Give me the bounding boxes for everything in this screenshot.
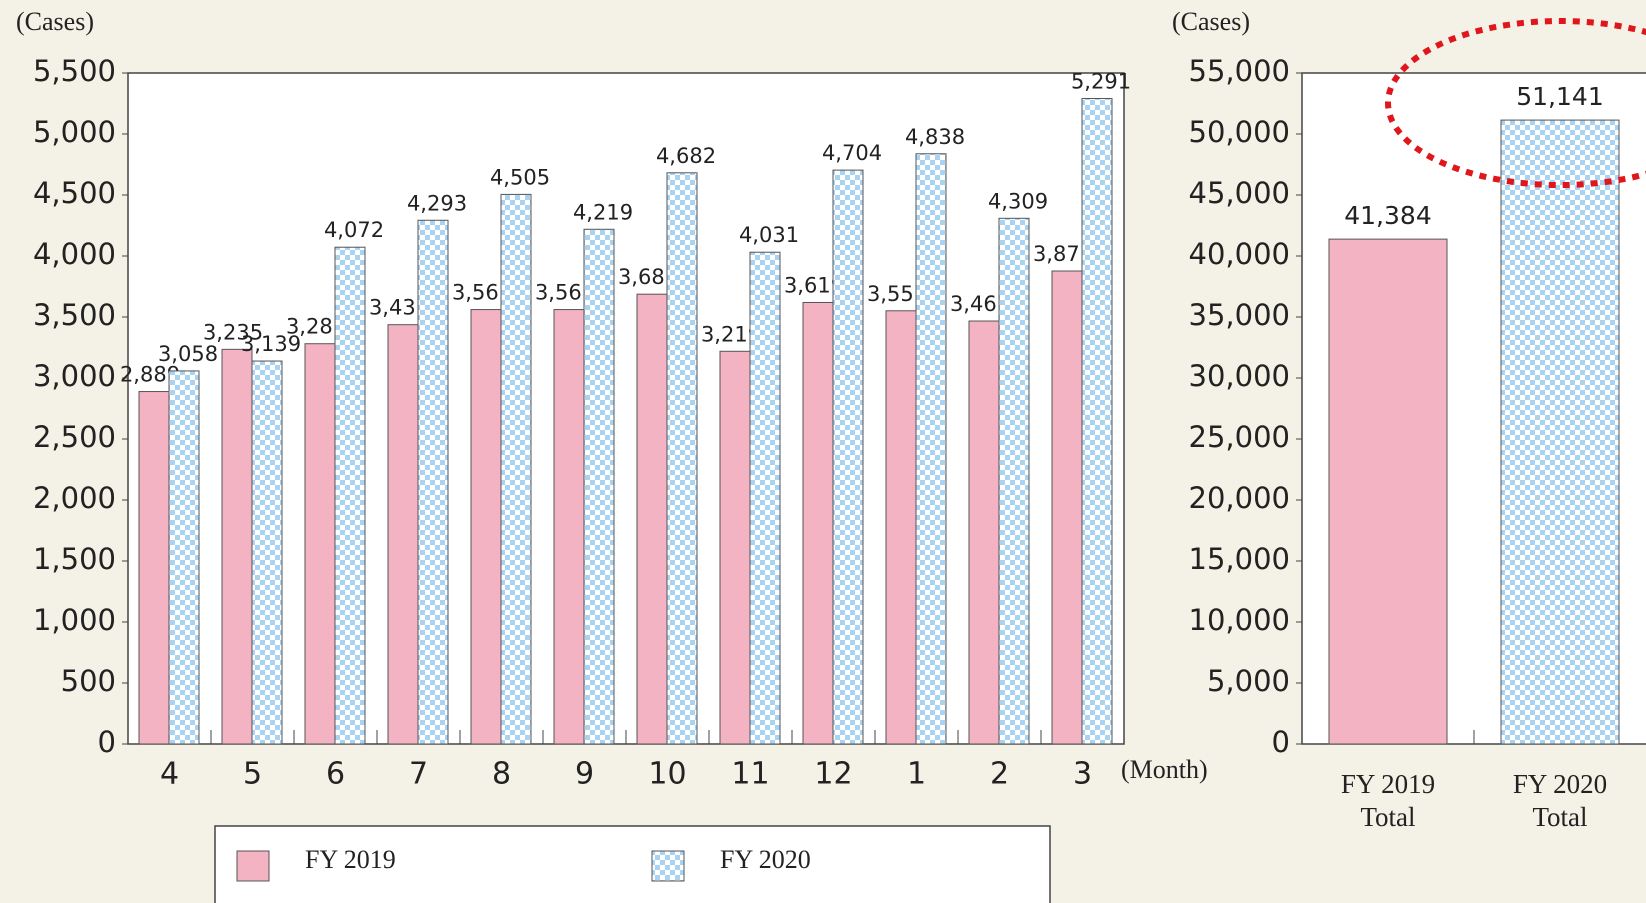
- y-tick-label: 15,000: [1189, 542, 1290, 576]
- value-label: 3,877: [1033, 242, 1093, 266]
- value-label: 3,058: [158, 342, 218, 366]
- bar: [387, 324, 419, 745]
- bar: [749, 251, 781, 745]
- x-tick-label: 2: [990, 757, 1009, 792]
- y-tick-label: 35,000: [1189, 298, 1290, 332]
- value-label: 4,031: [739, 223, 799, 247]
- value-label: 51,141: [1516, 82, 1603, 111]
- y-tick-label: 5,000: [33, 115, 116, 149]
- value-label: 4,682: [656, 144, 716, 168]
- bar: [583, 228, 615, 745]
- bar: [500, 193, 532, 745]
- x-tick-label: 3: [1073, 757, 1092, 792]
- bar: [251, 360, 283, 745]
- y-tick-label: 30,000: [1189, 359, 1290, 393]
- bar: [998, 217, 1030, 745]
- y-tick-label: 20,000: [1189, 481, 1290, 515]
- value-label: 4,505: [490, 165, 550, 189]
- bar: [1051, 270, 1083, 745]
- legend-swatch: [651, 850, 685, 882]
- value-label: 4,072: [324, 218, 384, 242]
- bar: [1081, 97, 1113, 745]
- value-label: 4,838: [905, 125, 965, 149]
- x-tick-label: FY 2019 Total: [1340, 769, 1436, 832]
- y-tick-label: 25,000: [1189, 420, 1290, 454]
- y-tick-label: 55,000: [1189, 54, 1290, 88]
- value-label: 3,139: [241, 332, 301, 356]
- plot-area: [127, 72, 1125, 745]
- bar: [168, 370, 200, 745]
- x-tick-label: 1: [907, 757, 926, 792]
- x-tick-label: 11: [731, 757, 769, 792]
- y-tick-label: 3,000: [33, 359, 116, 393]
- bar: [221, 348, 253, 745]
- bar: [915, 153, 947, 745]
- x-tick-label: 5: [243, 757, 262, 792]
- value-label: 4,293: [407, 191, 467, 215]
- bar: [832, 169, 864, 745]
- legend-box: [214, 825, 1051, 903]
- bar: [666, 172, 698, 745]
- y-tick-label: 1,500: [33, 542, 116, 576]
- bar: [553, 309, 585, 745]
- bar: [802, 301, 834, 745]
- bar: [636, 293, 668, 745]
- y-tick-label: 4,000: [33, 237, 116, 271]
- value-label: 4,309: [988, 189, 1048, 213]
- value-label: 5,291: [1071, 69, 1131, 93]
- y-tick-label: 2,500: [33, 420, 116, 454]
- y-tick-label: 10,000: [1189, 603, 1290, 637]
- legend-label: FY 2019: [305, 845, 396, 874]
- y-tick-label: 5,000: [1207, 664, 1290, 698]
- bar: [138, 391, 170, 745]
- x-unit: (Month): [1121, 755, 1208, 784]
- bar: [719, 350, 751, 745]
- y-tick-label: 0: [98, 725, 116, 759]
- x-tick-label: 10: [648, 757, 686, 792]
- legend-label: FY 2020: [720, 845, 811, 874]
- y-tick-label: 50,000: [1189, 115, 1290, 149]
- y-tick-label: 500: [61, 664, 116, 698]
- value-label: 41,384: [1344, 201, 1431, 230]
- bar: [968, 320, 1000, 745]
- x-tick-label: 6: [326, 757, 345, 792]
- bar: [1328, 238, 1448, 745]
- y-tick-label: 45,000: [1189, 176, 1290, 210]
- y-tick-label: 1,000: [33, 603, 116, 637]
- x-tick-label: 9: [575, 757, 594, 792]
- y-tick-label: 5,500: [33, 54, 116, 88]
- x-tick-label: 8: [492, 757, 511, 792]
- x-tick-label: 4: [160, 757, 179, 792]
- bar: [1500, 119, 1620, 745]
- highlight-circle: [1385, 18, 1646, 188]
- x-tick-label: 7: [409, 757, 428, 792]
- y-tick-label: 2,000: [33, 481, 116, 515]
- y-tick-label: 4,500: [33, 176, 116, 210]
- bar: [304, 343, 336, 745]
- y-tick-label: 3,500: [33, 298, 116, 332]
- value-label: 4,219: [573, 200, 633, 224]
- y-tick-label: 40,000: [1189, 237, 1290, 271]
- y-tick-label: 0: [1272, 725, 1290, 759]
- bar: [885, 310, 917, 745]
- y-unit: (Cases): [1172, 7, 1250, 36]
- bar: [334, 246, 366, 745]
- x-tick-label: FY 2020 Total: [1512, 769, 1608, 832]
- x-tick-label: 12: [814, 757, 852, 792]
- bar: [470, 309, 502, 745]
- value-label: 4,704: [822, 141, 882, 165]
- legend-swatch: [236, 850, 270, 882]
- y-unit: (Cases): [16, 7, 94, 36]
- value-label: 3,235: [203, 320, 263, 344]
- bar: [417, 219, 449, 745]
